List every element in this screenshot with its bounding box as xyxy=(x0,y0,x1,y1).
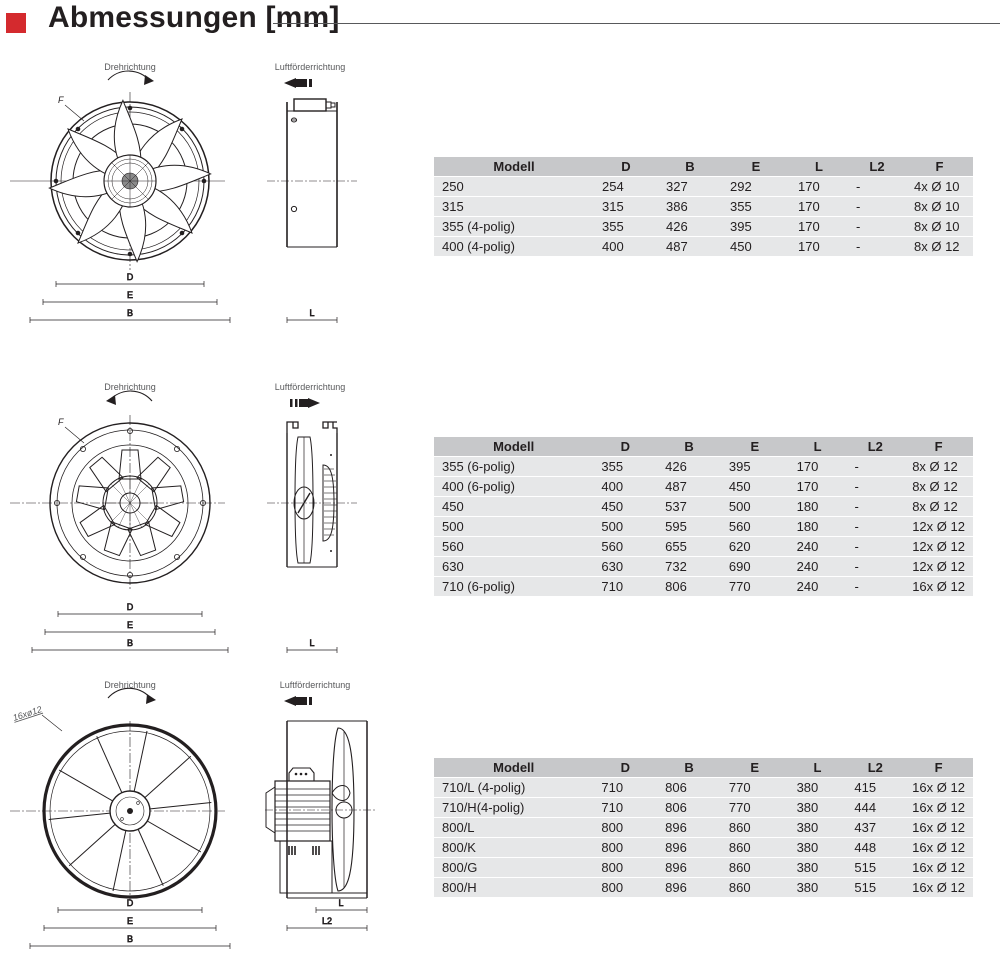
svg-text:L: L xyxy=(309,308,314,318)
svg-text:D: D xyxy=(127,272,134,282)
svg-text:F: F xyxy=(58,417,64,427)
svg-text:L: L xyxy=(338,898,343,908)
svg-text:L: L xyxy=(309,638,314,648)
svg-text:Luftförderrichtung: Luftförderrichtung xyxy=(275,62,346,72)
svg-text:B: B xyxy=(127,638,133,648)
svg-text:E: E xyxy=(127,620,133,630)
svg-text:Luftförderrichtung: Luftförderrichtung xyxy=(280,680,351,690)
svg-text:D: D xyxy=(127,898,134,908)
svg-text:Luftförderrichtung: Luftförderrichtung xyxy=(275,382,346,392)
svg-text:D: D xyxy=(127,602,134,612)
svg-text:B: B xyxy=(127,934,133,944)
svg-text:16xø12: 16xø12 xyxy=(12,704,44,723)
svg-text:F: F xyxy=(58,95,64,105)
svg-text:E: E xyxy=(127,290,133,300)
svg-text:L2: L2 xyxy=(322,916,332,926)
svg-text:E: E xyxy=(127,916,133,926)
svg-text:B: B xyxy=(127,308,133,318)
